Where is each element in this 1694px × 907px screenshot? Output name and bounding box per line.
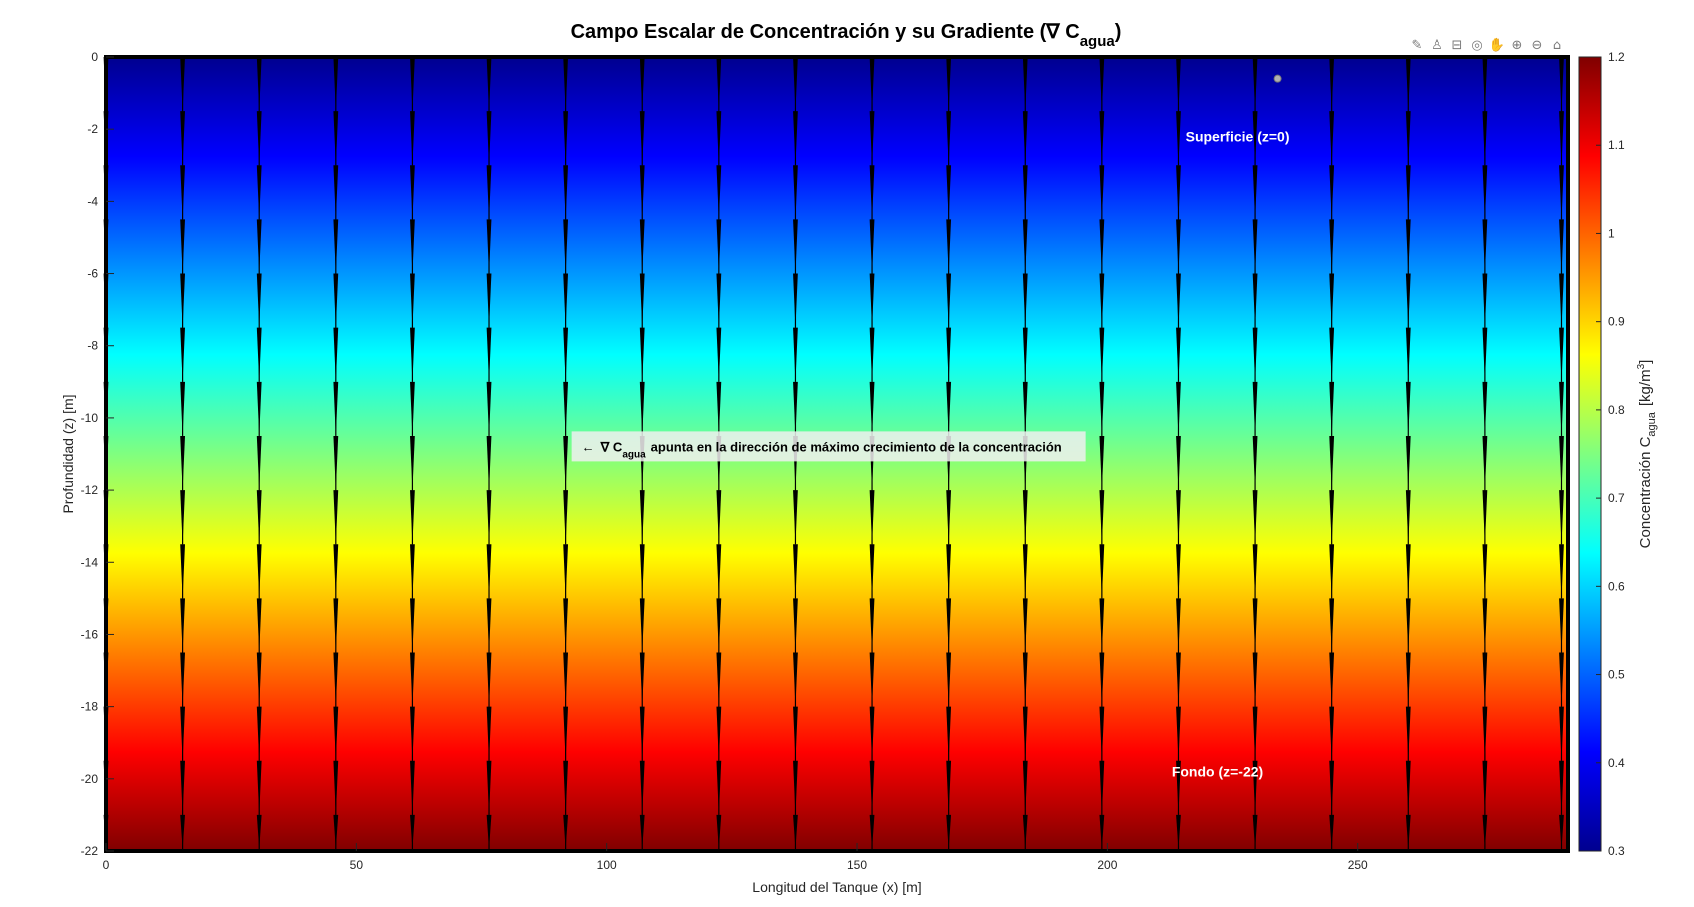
title-main: Campo Escalar de Concentración y su Grad… [571, 21, 1080, 43]
colorbar-tick-label: 0.7 [1608, 491, 1625, 505]
x-axis-label: Longitud del Tanque (x) [m] [752, 879, 921, 895]
colorbar-tick-label: 1.1 [1608, 138, 1625, 152]
pan-icon[interactable]: ✋ [1488, 37, 1506, 53]
annotations: Superficie (z=0) Fondo (z=-22) [1172, 128, 1290, 779]
title-end: ) [1115, 21, 1122, 43]
y-tick-label: -4 [87, 194, 98, 208]
annotation-label: Fondo (z=-22) [1172, 764, 1263, 780]
x-tick-label: 150 [847, 858, 867, 872]
colorbar-tick-label: 0.8 [1608, 403, 1625, 417]
colorbar-gradient [1578, 56, 1602, 852]
zoom-out-icon[interactable]: ⊖ [1531, 37, 1543, 53]
y-tick-label: -16 [81, 627, 99, 641]
colorbar-tick-label: 1 [1608, 226, 1615, 240]
colorbar-tick-label: 0.5 [1608, 668, 1625, 682]
y-tick-label: -10 [81, 411, 99, 425]
colorbar: 0.3 0.4 0.5 0.6 0.7 0.8 0.9 1 1.1 1.2 Concentraci… [1578, 50, 1658, 858]
x-tick-label: 0 [103, 858, 110, 872]
y-tick-label: -12 [81, 483, 99, 497]
y-tick-label: -8 [87, 339, 98, 353]
point-marker [1273, 74, 1282, 83]
colorbar-ticks: 0.3 0.4 0.5 0.6 0.7 0.8 0.9 1 1.1 1.2 [1596, 50, 1625, 858]
y-tick-label: -18 [81, 700, 99, 714]
y-tick-label: -20 [81, 772, 99, 786]
zoom-in-icon[interactable]: ⊕ [1511, 37, 1523, 53]
note-arrow: ← [582, 439, 595, 454]
edit-plot-icon[interactable]: ✎ [1411, 37, 1423, 53]
x-axis-ticks: 0 50 100 150 200 250 [103, 843, 1368, 872]
note-background [571, 431, 1086, 462]
title-sub: agua [1080, 33, 1116, 50]
y-axis-label: Profundidad (z) [m] [60, 394, 76, 513]
y-tick-label: -2 [87, 122, 98, 136]
x-tick-label: 200 [1097, 858, 1117, 872]
plot-area[interactable]: Superficie (z=0) Fondo (z=-22) ← ∇ Caguaap… [103, 55, 1570, 853]
y-tick-label: -6 [87, 267, 98, 281]
cb-label-unit: [kg/m [1637, 369, 1654, 406]
y-tick-label: 0 [91, 50, 98, 64]
gradient-note: ← ∇ Cagua apunta en la dirección de máximo… [571, 431, 1086, 462]
axes-toolbar: ✎ ♙ ⊟ ◎ ✋ ⊕ ⊖ ⌂ [1408, 36, 1566, 54]
note-text: ← ∇ Cagua apunta en la dirección de máximo… [582, 439, 1062, 460]
note-nabla: ∇ C [600, 439, 623, 454]
cb-label-sub: agua [1646, 411, 1658, 436]
colorbar-tick-label: 0.4 [1608, 756, 1625, 770]
cb-label-end: ] [1637, 360, 1654, 364]
home-icon[interactable]: ⌂ [1552, 37, 1562, 53]
brush-icon[interactable]: ♙ [1431, 37, 1443, 53]
colorbar-label: Concentración Cagua [kg/m3] [1636, 360, 1658, 549]
colorbar-tick-label: 0.6 [1608, 579, 1625, 593]
y-axis-ticks: 0 -2 -4 -6 -8 -10 -12 -14 -16 -18 -20 -22 [81, 50, 114, 858]
x-tick-label: 100 [597, 858, 617, 872]
cb-label-main: Concentración C [1637, 436, 1654, 548]
colorbar-tick-label: 0.3 [1608, 844, 1625, 858]
colorbar-tick-label: 0.9 [1608, 315, 1625, 329]
rotate-3d-icon[interactable]: ◎ [1471, 37, 1483, 53]
note-rest: apunta en la dirección de máximo crecimi… [651, 439, 1062, 454]
y-tick-label: -22 [81, 844, 99, 858]
cb-label-sup: 3 [1636, 363, 1647, 369]
chart-title: Campo Escalar de Concentración y su Grad… [571, 21, 1122, 50]
x-tick-label: 50 [350, 858, 364, 872]
x-tick-label: 250 [1348, 858, 1368, 872]
y-tick-label: -14 [81, 555, 99, 569]
colorbar-tick-label: 1.2 [1608, 50, 1625, 64]
annotation-label: Superficie (z=0) [1186, 128, 1290, 144]
data-tips-icon[interactable]: ⊟ [1451, 37, 1463, 53]
axes-box [104, 55, 1570, 853]
note-sub: agua [622, 449, 646, 460]
